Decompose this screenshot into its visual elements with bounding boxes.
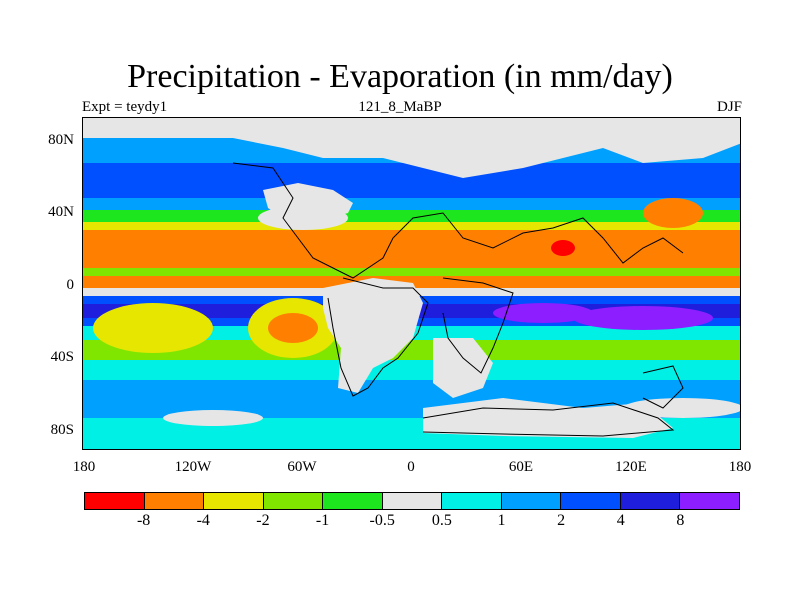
colorbar-segment — [501, 493, 562, 509]
lat-tick-40n: 40N — [48, 204, 74, 220]
colorbar-label: -8 — [136, 512, 151, 529]
colorbar-segment — [680, 493, 740, 509]
lat-tick-80n: 80N — [48, 132, 74, 148]
lon-tick-180-left: 180 — [72, 459, 96, 475]
colorbar-label: 4 — [616, 512, 625, 529]
colorbar-segment — [85, 493, 145, 509]
colorbar-segment — [620, 493, 681, 509]
colorbar-segment — [263, 493, 324, 509]
colorbar-label: 8 — [676, 512, 685, 529]
colorbar-label: -0.5 — [369, 512, 395, 529]
lon-tick-180-right: 180 — [728, 459, 752, 475]
lon-tick-0: 0 — [407, 459, 415, 475]
lat-tick-0: 0 — [66, 277, 75, 293]
colorbar-segment — [382, 493, 443, 509]
colorbar-segment — [561, 493, 621, 509]
lat-tick-80s: 80S — [50, 422, 74, 438]
map-plot — [82, 117, 741, 450]
lon-tick-120e: 120E — [615, 459, 647, 475]
colorbar-segment — [144, 493, 205, 509]
colorbar-segment — [204, 493, 264, 509]
colorbar-segment — [323, 493, 383, 509]
colorbar-segment — [442, 493, 502, 509]
colorbar-label: -2 — [256, 512, 270, 529]
lat-tick-40s: 40S — [50, 349, 74, 365]
lon-tick-120w: 120W — [174, 459, 212, 475]
period-label: 121_8_MaBP — [358, 99, 442, 115]
colorbar — [84, 492, 740, 510]
experiment-label: Expt = teydy1 — [82, 99, 168, 115]
colorbar-label: -4 — [196, 512, 210, 529]
colorbar-label: 0.5 — [431, 512, 452, 529]
colorbar-label: 2 — [557, 512, 566, 529]
map-title: Precipitation - Evaporation (in mm/day) — [127, 58, 673, 95]
field-map — [83, 118, 740, 449]
colorbar-label: -1 — [315, 512, 330, 529]
lon-tick-60w: 60W — [287, 459, 317, 475]
colorbar-label: 1 — [497, 512, 506, 529]
season-label: DJF — [716, 99, 742, 115]
lon-tick-60e: 60E — [508, 459, 534, 475]
